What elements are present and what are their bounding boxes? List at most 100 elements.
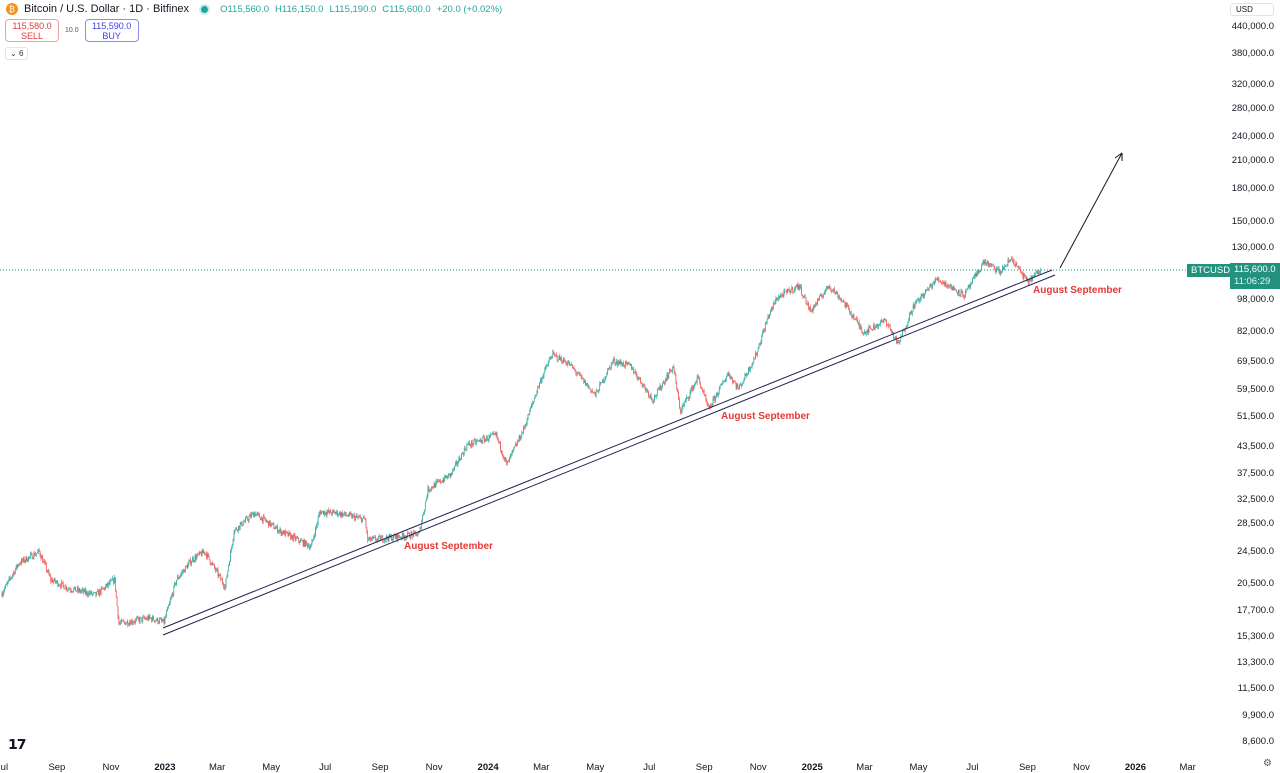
candle — [532, 403, 533, 405]
price-axis[interactable]: USD 440,000.0 380,000.0 320,000.0 280,000.0… — [1224, 0, 1280, 771]
candle — [67, 589, 68, 591]
price-tick-label: 32,500.0 — [1237, 494, 1274, 506]
candle — [876, 323, 878, 326]
candle — [1001, 270, 1003, 272]
candle — [516, 444, 517, 446]
candle — [75, 586, 76, 592]
trendline-upper[interactable] — [162, 269, 1053, 629]
candle — [823, 294, 825, 297]
candle — [449, 473, 451, 477]
candle — [51, 579, 52, 581]
candle — [306, 540, 307, 544]
candle — [609, 367, 610, 368]
settings-icon[interactable]: ⚙ — [1263, 758, 1272, 769]
candle — [883, 319, 885, 322]
annotation-label[interactable]: August September — [721, 411, 810, 422]
candle — [860, 325, 862, 330]
candle — [592, 391, 593, 393]
candle — [156, 618, 158, 621]
price-tick-label: 59,500.0 — [1237, 384, 1274, 396]
candle — [885, 319, 887, 321]
candle — [806, 303, 808, 305]
candle — [48, 570, 50, 575]
candle — [828, 286, 830, 289]
candle — [340, 512, 342, 517]
sell-button[interactable]: 115,580.0 SELL — [5, 19, 59, 42]
candle — [588, 385, 590, 388]
candle — [30, 553, 32, 555]
candle — [137, 617, 138, 619]
candle — [864, 331, 865, 334]
candle — [917, 299, 918, 301]
projection-arrow[interactable] — [1059, 152, 1123, 269]
candle — [224, 586, 226, 589]
candle — [56, 580, 58, 583]
candle — [655, 395, 656, 397]
candle — [273, 523, 275, 529]
candle — [826, 286, 827, 290]
candle — [768, 316, 770, 318]
candle — [737, 384, 739, 389]
candle — [671, 366, 673, 372]
candle — [777, 299, 779, 301]
candle — [342, 513, 344, 517]
candle — [540, 379, 542, 382]
candle — [625, 361, 626, 367]
candle — [844, 302, 846, 307]
candle — [409, 537, 411, 539]
candle — [789, 291, 791, 294]
candle — [916, 299, 918, 302]
candle — [735, 383, 737, 388]
annotation-label[interactable]: August September — [1033, 285, 1122, 296]
candle — [647, 389, 648, 392]
market-status-icon[interactable] — [201, 5, 209, 13]
candle — [256, 513, 258, 515]
candle — [40, 555, 42, 559]
candle — [866, 329, 868, 332]
annotation-label[interactable]: August September — [404, 541, 493, 552]
candle — [485, 439, 486, 442]
candle — [965, 291, 966, 298]
candle — [325, 514, 327, 516]
price-chart[interactable] — [0, 0, 1224, 771]
candle — [524, 424, 526, 428]
candle — [671, 370, 672, 372]
candle — [241, 521, 243, 526]
candle — [350, 513, 352, 515]
candle — [787, 288, 788, 293]
candle — [713, 397, 715, 399]
candle — [131, 620, 133, 624]
candle — [218, 574, 220, 577]
time-tick-label: 2024 — [477, 762, 499, 773]
candle — [346, 515, 348, 517]
candle — [155, 620, 157, 622]
buy-label: BUY — [102, 31, 121, 41]
candle — [605, 376, 607, 378]
indicators-toggle[interactable]: ⌄ 6 — [5, 47, 29, 60]
candle — [944, 282, 946, 285]
candle — [5, 584, 6, 589]
currency-selector[interactable]: USD — [1230, 3, 1274, 16]
price-tick-label: 69,500.0 — [1237, 356, 1274, 368]
candle — [277, 526, 278, 533]
candle — [525, 424, 527, 426]
candle — [370, 539, 372, 541]
candle — [461, 453, 462, 460]
tradingview-logo[interactable]: 𝟭𝟳 — [8, 736, 27, 752]
buy-button[interactable]: 115,590.0 BUY — [84, 19, 139, 42]
symbol-title[interactable]: Bitcoin / U.S. Dollar · 1D · Bitfinex — [24, 3, 190, 15]
candle — [453, 469, 454, 470]
candle — [184, 569, 185, 573]
candle — [837, 293, 839, 299]
candle — [932, 283, 934, 288]
candle — [426, 496, 428, 499]
trendline-lower[interactable] — [162, 274, 1056, 636]
candle — [679, 398, 680, 408]
candle — [578, 372, 580, 374]
candle — [261, 517, 263, 522]
candle — [253, 512, 254, 517]
candle — [283, 530, 284, 535]
candle — [45, 563, 47, 571]
candle — [87, 594, 89, 596]
candle — [745, 373, 747, 376]
